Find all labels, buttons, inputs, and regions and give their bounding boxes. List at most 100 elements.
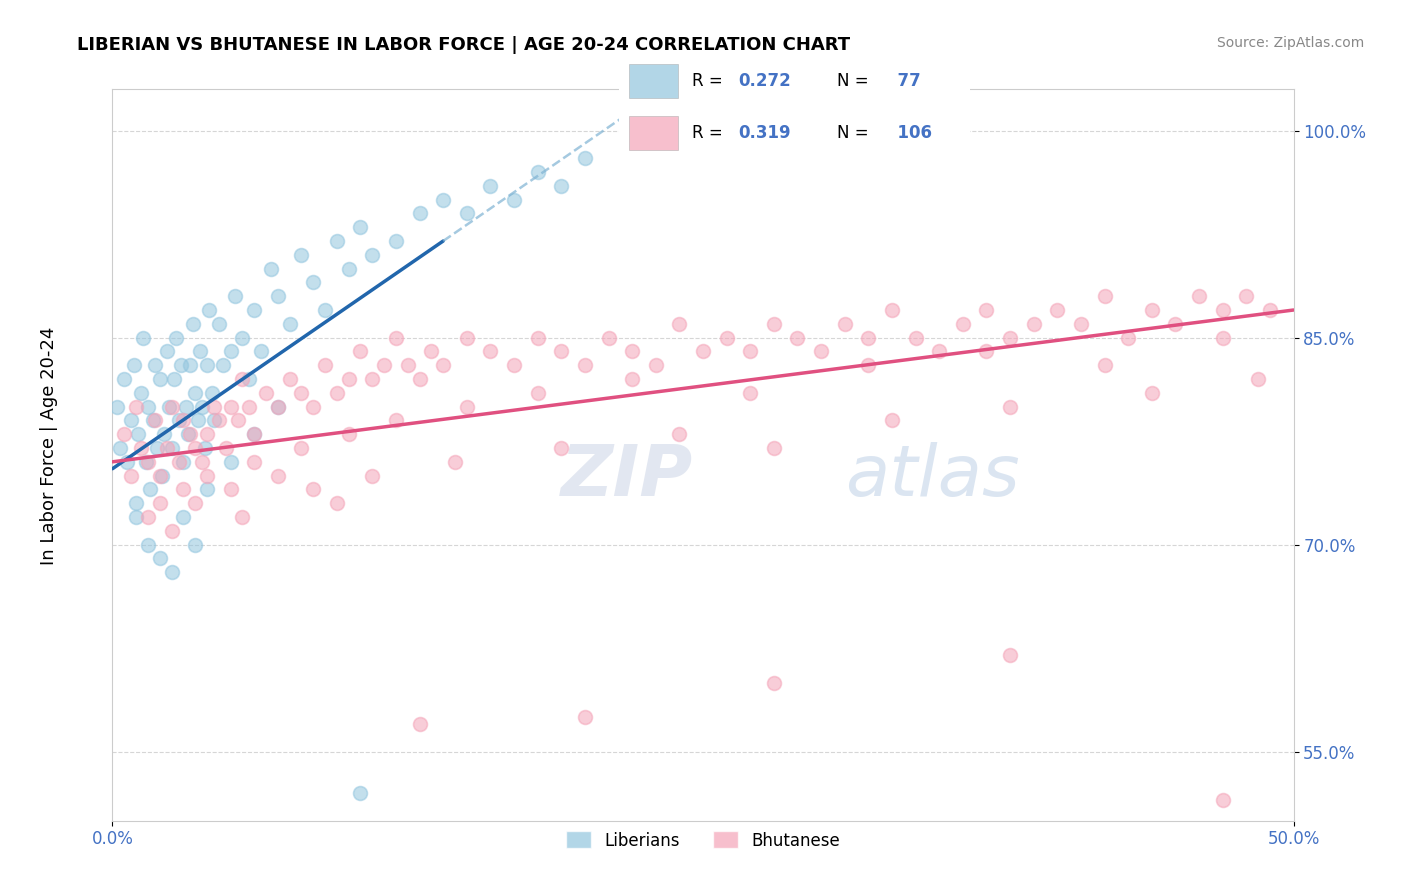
Point	[503, 358, 526, 372]
Point	[149, 551, 172, 566]
Point	[361, 248, 384, 262]
Text: 0.272: 0.272	[738, 72, 792, 90]
Point	[998, 400, 1021, 414]
Point	[526, 165, 548, 179]
Point	[408, 206, 430, 220]
Point	[160, 400, 183, 414]
Point	[219, 344, 242, 359]
Point	[202, 413, 225, 427]
Point	[226, 413, 249, 427]
FancyBboxPatch shape	[630, 116, 678, 150]
Point	[976, 303, 998, 318]
Point	[456, 330, 478, 344]
Point	[278, 372, 301, 386]
Point	[574, 358, 596, 372]
Point	[120, 413, 142, 427]
Point	[267, 468, 290, 483]
Point	[302, 276, 325, 290]
Point	[191, 400, 214, 414]
Point	[326, 496, 349, 510]
Point	[160, 566, 183, 580]
Point	[644, 358, 666, 372]
Point	[373, 358, 395, 372]
Point	[149, 372, 172, 386]
Point	[1164, 317, 1187, 331]
Point	[219, 455, 242, 469]
Point	[526, 330, 548, 344]
Point	[278, 317, 301, 331]
Point	[834, 317, 856, 331]
Point	[456, 206, 478, 220]
Point	[208, 317, 231, 331]
Point	[302, 483, 325, 497]
Point	[550, 441, 572, 455]
Point	[326, 385, 349, 400]
Point	[1140, 385, 1163, 400]
Point	[136, 538, 159, 552]
Point	[858, 358, 880, 372]
Point	[1140, 303, 1163, 318]
FancyBboxPatch shape	[612, 52, 977, 162]
Point	[550, 344, 572, 359]
Text: ZIP: ZIP	[561, 442, 693, 511]
Point	[621, 372, 644, 386]
Point	[160, 524, 183, 538]
Point	[167, 455, 190, 469]
Point	[479, 344, 502, 359]
Point	[479, 178, 502, 193]
Point	[125, 400, 148, 414]
Point	[260, 261, 283, 276]
Point	[215, 441, 238, 455]
Point	[880, 413, 903, 427]
Text: 77: 77	[886, 72, 921, 90]
Point	[1094, 358, 1116, 372]
Point	[150, 468, 173, 483]
Point	[129, 441, 152, 455]
Point	[112, 427, 135, 442]
Point	[156, 441, 179, 455]
Point	[716, 330, 738, 344]
Text: R =: R =	[692, 72, 728, 90]
Point	[195, 483, 218, 497]
Point	[456, 400, 478, 414]
Point	[136, 510, 159, 524]
Point	[998, 330, 1021, 344]
Point	[195, 358, 218, 372]
Point	[337, 372, 360, 386]
Point	[550, 178, 572, 193]
Point	[574, 151, 596, 165]
Point	[314, 303, 336, 318]
Point	[302, 400, 325, 414]
Point	[740, 385, 762, 400]
Point	[668, 317, 690, 331]
FancyBboxPatch shape	[630, 64, 678, 98]
Point	[212, 358, 235, 372]
Point	[904, 330, 927, 344]
Point	[740, 344, 762, 359]
Point	[143, 358, 166, 372]
Point	[139, 483, 162, 497]
Point	[444, 455, 467, 469]
Point	[810, 344, 832, 359]
Point	[157, 400, 180, 414]
Point	[1212, 303, 1234, 318]
Point	[198, 303, 221, 318]
Point	[186, 413, 208, 427]
Point	[156, 344, 179, 359]
Point	[952, 317, 974, 331]
Point	[132, 330, 155, 344]
Point	[880, 303, 903, 318]
Point	[254, 385, 277, 400]
Text: R =: R =	[692, 124, 728, 142]
Text: 0.319: 0.319	[738, 124, 790, 142]
Point	[349, 220, 371, 235]
Point	[172, 455, 194, 469]
Point	[1188, 289, 1211, 303]
Point	[290, 441, 312, 455]
Point	[420, 344, 443, 359]
Point	[1070, 317, 1092, 331]
Point	[184, 538, 207, 552]
Point	[136, 455, 159, 469]
Point	[432, 193, 454, 207]
Point	[122, 358, 145, 372]
